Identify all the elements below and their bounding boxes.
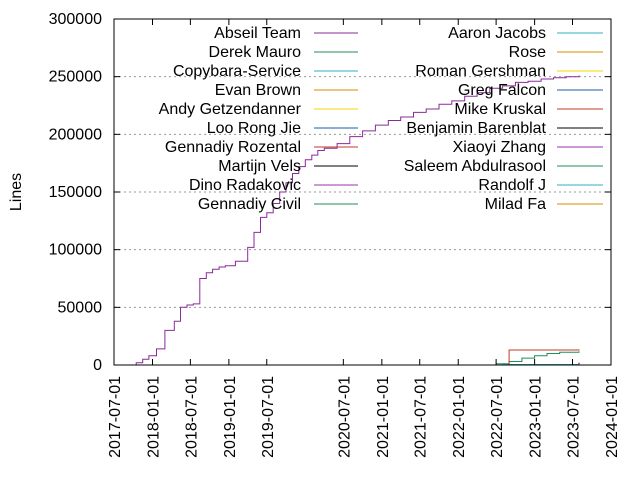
legend-label: Benjamin Barenblat — [406, 120, 546, 137]
legend-label: Evan Brown — [215, 82, 301, 99]
series-line — [228, 349, 580, 366]
x-tick-label: 2021-01-01 — [375, 376, 392, 458]
legend-label: Gennadiy Rozental — [165, 139, 301, 156]
legend-label: Andy Getzendanner — [159, 101, 302, 118]
x-tick-label: 2017-07-01 — [107, 376, 124, 458]
y-axis: 0 50000 100000 150000 200000 250000 300000 — [49, 11, 611, 374]
x-axis: 2017-07-01 2018-01-01 2018-07-01 2019-01-01… — [107, 19, 621, 458]
y-tick-label: 50000 — [58, 299, 103, 316]
legend-label: Derek Mauro — [209, 44, 302, 61]
legend-label: Dino Radakovic — [189, 177, 301, 194]
x-tick-label: 2019-01-01 — [222, 376, 239, 458]
x-tick-label: 2023-07-01 — [565, 376, 582, 458]
y-tick-label: 300000 — [49, 11, 102, 28]
x-tick-label: 2018-01-01 — [146, 376, 163, 458]
x-tick-label: 2021-07-01 — [413, 376, 430, 458]
x-tick-label: 2023-01-01 — [528, 376, 545, 458]
x-tick-label: 2019-07-01 — [260, 376, 277, 458]
series-line — [129, 75, 580, 366]
legend-label: Abseil Team — [214, 25, 301, 42]
legend-label: Aaron Jacobs — [448, 25, 546, 42]
legend-label: Xiaoyi Zhang — [453, 139, 546, 156]
x-tick-label: 2022-07-01 — [489, 376, 506, 458]
y-axis-label: Lines — [8, 173, 25, 211]
y-tick-label: 200000 — [49, 126, 102, 143]
legend-label: Mike Kruskal — [454, 101, 546, 118]
legend-label: Loo Rong Jie — [207, 120, 301, 137]
series-line — [228, 351, 580, 366]
legend-label: Martijn Vels — [218, 158, 301, 175]
y-tick-label: 250000 — [49, 69, 102, 86]
y-tick-label: 0 — [93, 357, 102, 374]
x-tick-label: 2020-07-01 — [336, 376, 353, 458]
x-tick-label: 2022-01-01 — [451, 376, 468, 458]
y-tick-label: 150000 — [49, 184, 102, 201]
legend-label: Randolf J — [478, 177, 546, 194]
y-tick-label: 100000 — [49, 242, 102, 259]
legend: Abseil Team Derek Mauro Copybara-Service Ev… — [159, 25, 603, 213]
legend-label: Saleem Abdulrasool — [404, 158, 546, 175]
legend-label: Milad Fa — [485, 196, 546, 213]
series-lines — [129, 75, 580, 366]
x-tick-label: 2024-01-01 — [604, 376, 621, 458]
legend-label: Greg Falcon — [458, 82, 546, 99]
x-tick-label: 2018-07-01 — [183, 376, 200, 458]
legend-label: Rose — [509, 44, 546, 61]
legend-label: Roman Gershman — [415, 63, 546, 80]
legend-label: Gennadiy Civil — [198, 196, 301, 213]
legend-label: Copybara-Service — [173, 63, 301, 80]
